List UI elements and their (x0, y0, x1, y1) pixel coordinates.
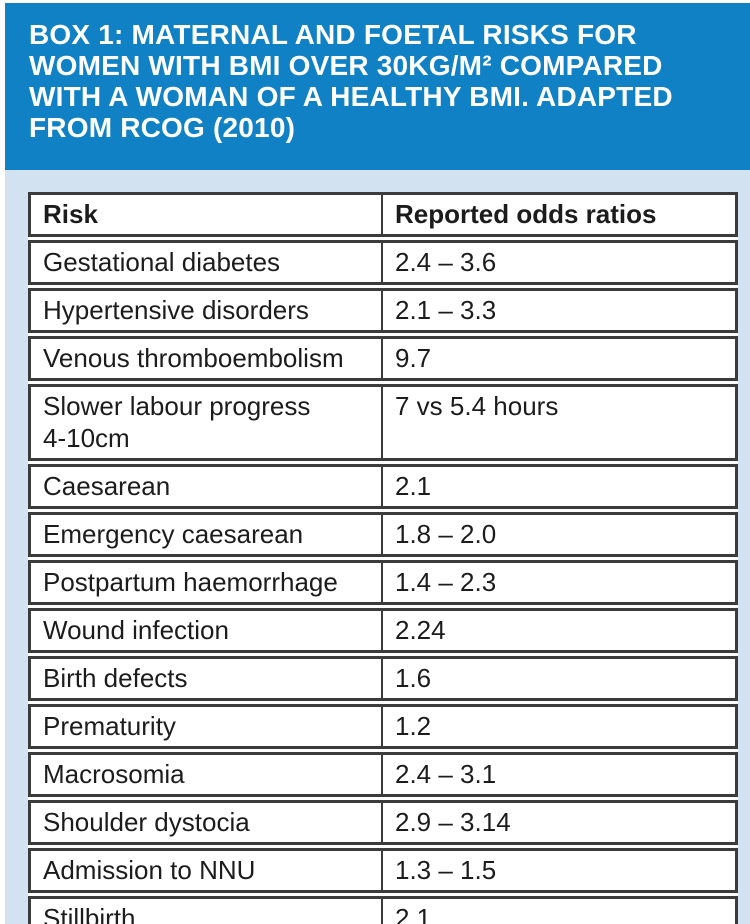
odds-ratio-cell: 1.4 – 2.3 (383, 563, 735, 602)
odds-ratio-cell: 2.1 (383, 899, 735, 924)
table-row: Admission to NNU 1.3 – 1.5 (28, 848, 738, 893)
risk-cell: Shoulder dystocia (31, 803, 383, 842)
table-row: Wound infection 2.24 (28, 608, 738, 653)
odds-ratio-cell: 2.1 (383, 467, 735, 506)
odds-ratio-cell: 1.6 (383, 659, 735, 698)
table-row: Prematurity 1.2 (28, 704, 738, 749)
odds-ratio-cell: 2.9 – 3.14 (383, 803, 735, 842)
box-title: BOX 1: MATERNAL AND FOETAL RISKS FOR WOM… (29, 19, 673, 143)
table-row: Slower labour progress 4-10cm 7 vs 5.4 ho… (28, 384, 738, 461)
risk-cell: Prematurity (31, 707, 383, 746)
table-row: Hypertensive disorders 2.1 – 3.3 (28, 288, 738, 333)
table-row: Stillbirth 2.1 (28, 896, 738, 924)
risk-cell: Postpartum haemorrhage (31, 563, 383, 602)
table-row: Postpartum haemorrhage 1.4 – 2.3 (28, 560, 738, 605)
table-row: Macrosomia 2.4 – 3.1 (28, 752, 738, 797)
odds-ratio-cell: 2.4 – 3.1 (383, 755, 735, 794)
risk-cell: Admission to NNU (31, 851, 383, 890)
column-header-risk: Risk (31, 195, 383, 234)
odds-ratio-cell: 1.8 – 2.0 (383, 515, 735, 554)
table-row: Caesarean 2.1 (28, 464, 738, 509)
box-1-panel: BOX 1: MATERNAL AND FOETAL RISKS FOR WOM… (5, 3, 750, 924)
risk-table-body: Gestational diabetes 2.4 – 3.6 Hypertensiv… (28, 240, 738, 924)
risk-cell: Caesarean (31, 467, 383, 506)
odds-ratio-cell: 2.1 – 3.3 (383, 291, 735, 330)
table-row: Shoulder dystocia 2.9 – 3.14 (28, 800, 738, 845)
risk-cell: Slower labour progress 4-10cm (31, 387, 383, 458)
box-header: BOX 1: MATERNAL AND FOETAL RISKS FOR WOM… (5, 3, 750, 170)
risk-cell: Birth defects (31, 659, 383, 698)
odds-ratio-cell: 2.4 – 3.6 (383, 243, 735, 282)
table-row: Venous thromboembolism 9.7 (28, 336, 738, 381)
table-row: Emergency caesarean 1.8 – 2.0 (28, 512, 738, 557)
table-header-row: Risk Reported odds ratios (28, 192, 738, 237)
column-header-odds-ratios: Reported odds ratios (383, 195, 735, 234)
odds-ratio-cell: 2.24 (383, 611, 735, 650)
risk-cell: Emergency caesarean (31, 515, 383, 554)
odds-ratio-cell: 1.2 (383, 707, 735, 746)
risk-cell: Gestational diabetes (31, 243, 383, 282)
table-row: Birth defects 1.6 (28, 656, 738, 701)
odds-ratio-cell: 9.7 (383, 339, 735, 378)
odds-ratio-cell: 1.3 – 1.5 (383, 851, 735, 890)
risk-cell: Wound infection (31, 611, 383, 650)
risk-cell: Macrosomia (31, 755, 383, 794)
risk-table: Risk Reported odds ratios Gestational di… (28, 192, 738, 924)
risk-cell: Stillbirth (31, 899, 383, 924)
risk-cell: Venous thromboembolism (31, 339, 383, 378)
table-row: Gestational diabetes 2.4 – 3.6 (28, 240, 738, 285)
odds-ratio-cell: 7 vs 5.4 hours (383, 387, 735, 458)
risk-cell: Hypertensive disorders (31, 291, 383, 330)
